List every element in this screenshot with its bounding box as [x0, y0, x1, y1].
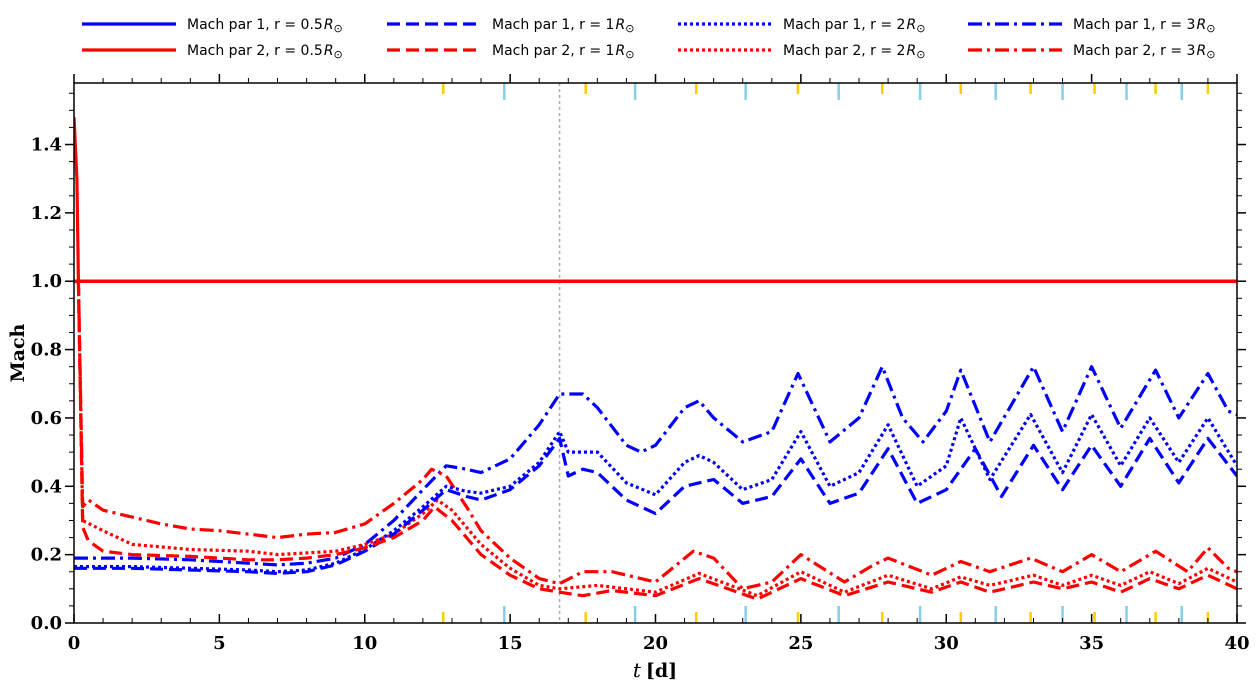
series-line-7 — [76, 281, 1237, 591]
plot-area — [74, 83, 1237, 623]
legend-entry: Mach par 1, r = 1R⊙ — [387, 17, 634, 35]
legend-label-sun: ⊙ — [1206, 22, 1215, 35]
legend-label: Mach par 2, r = 0.5R⊙ — [187, 43, 343, 61]
legend-label-unit: R — [324, 17, 334, 33]
x-axis-label-var: t — [633, 658, 642, 682]
x-tick-label: 5 — [213, 633, 226, 654]
legend-label-name: Mach par 1, r = 3 — [1073, 17, 1195, 33]
legend-entry: Mach par 2, r = 2R⊙ — [678, 43, 925, 61]
legend-label: Mach par 2, r = 1R⊙ — [492, 43, 634, 61]
y-axis-label: Mach — [7, 323, 29, 382]
legend-label-name: Mach par 1, r = 1 — [492, 17, 614, 33]
x-tick-label: 15 — [498, 633, 523, 654]
y-tick-label: 0.0 — [31, 613, 62, 634]
legend-label-sun: ⊙ — [334, 48, 343, 61]
series-line-5 — [76, 281, 1237, 598]
y-tick-label: 1.2 — [31, 203, 62, 224]
legend-label: Mach par 1, r = 1R⊙ — [492, 17, 634, 35]
legend-entry: Mach par 1, r = 0.5R⊙ — [82, 17, 343, 35]
x-axis-label: t [d] — [633, 658, 677, 682]
x-tick-label: 20 — [643, 633, 668, 654]
legend-entry: Mach par 2, r = 0.5R⊙ — [82, 43, 343, 61]
plot-background — [74, 83, 1237, 623]
y-tick-label: 1.4 — [31, 135, 62, 156]
legend-label: Mach par 2, r = 2R⊙ — [783, 43, 925, 61]
legend-label-sun: ⊙ — [916, 22, 925, 35]
legend-label: Mach par 1, r = 3R⊙ — [1073, 17, 1215, 35]
legend-label-sun: ⊙ — [1206, 48, 1215, 61]
legend-label-sun: ⊙ — [625, 48, 634, 61]
legend-label-name: Mach par 2, r = 3 — [1073, 43, 1195, 59]
legend-entry: Mach par 2, r = 3R⊙ — [968, 43, 1215, 61]
legend: Mach par 1, r = 0.5R⊙Mach par 2, r = 0.5… — [82, 17, 1215, 61]
legend-label-name: Mach par 1, r = 2 — [783, 17, 905, 33]
x-tick-label: 30 — [934, 633, 959, 654]
x-tick-label: 0 — [68, 633, 81, 654]
legend-label-name: Mach par 1, r = 0.5 — [187, 17, 323, 33]
legend-entry: Mach par 1, r = 3R⊙ — [968, 17, 1215, 35]
axes: 0 5 10 15 20 25 30 35 40 0.0 0.2 0.4 0.6 0.8 1.0 1.2 1.4 — [31, 74, 1250, 654]
series-line-3 — [76, 281, 1237, 601]
y-tick-label: 0.8 — [31, 340, 62, 361]
legend-label-unit: R — [615, 43, 625, 59]
x-tick-label: 35 — [1079, 633, 1104, 654]
legend-label: Mach par 1, r = 0.5R⊙ — [187, 17, 343, 35]
legend-label-unit: R — [615, 17, 625, 33]
legend-label-sun: ⊙ — [625, 22, 634, 35]
legend-label-sun: ⊙ — [916, 48, 925, 61]
series-line-4 — [74, 412, 1237, 574]
legend-label: Mach par 1, r = 2R⊙ — [783, 17, 925, 35]
plot-border — [73, 82, 1238, 624]
legend-label: Mach par 2, r = 3R⊙ — [1073, 43, 1215, 61]
legend-label-name: Mach par 2, r = 0.5 — [187, 43, 323, 59]
legend-label-name: Mach par 2, r = 1 — [492, 43, 614, 59]
legend-entry: Mach par 1, r = 2R⊙ — [678, 17, 925, 35]
y-tick-label: 0.4 — [31, 476, 62, 497]
series-line-2 — [74, 436, 1237, 575]
y-tick-label: 0.6 — [31, 408, 62, 429]
x-tick-label: 10 — [352, 633, 377, 654]
series-line-6 — [74, 365, 1237, 567]
legend-label-unit: R — [1196, 17, 1206, 33]
x-axis-label-unit: [d] — [646, 660, 677, 682]
x-tick-label: 25 — [788, 633, 813, 654]
legend-entry: Mach par 2, r = 1R⊙ — [387, 43, 634, 61]
y-tick-label: 0.2 — [31, 545, 62, 566]
y-tick-label: 1.0 — [31, 271, 62, 292]
legend-label-name: Mach par 2, r = 2 — [783, 43, 905, 59]
series-layer — [74, 83, 1237, 623]
x-tick-label: 40 — [1224, 633, 1249, 654]
legend-label-unit: R — [906, 43, 916, 59]
legend-label-unit: R — [906, 17, 916, 33]
legend-label-unit: R — [324, 43, 334, 59]
legend-label-unit: R — [1196, 43, 1206, 59]
legend-label-sun: ⊙ — [334, 22, 343, 35]
